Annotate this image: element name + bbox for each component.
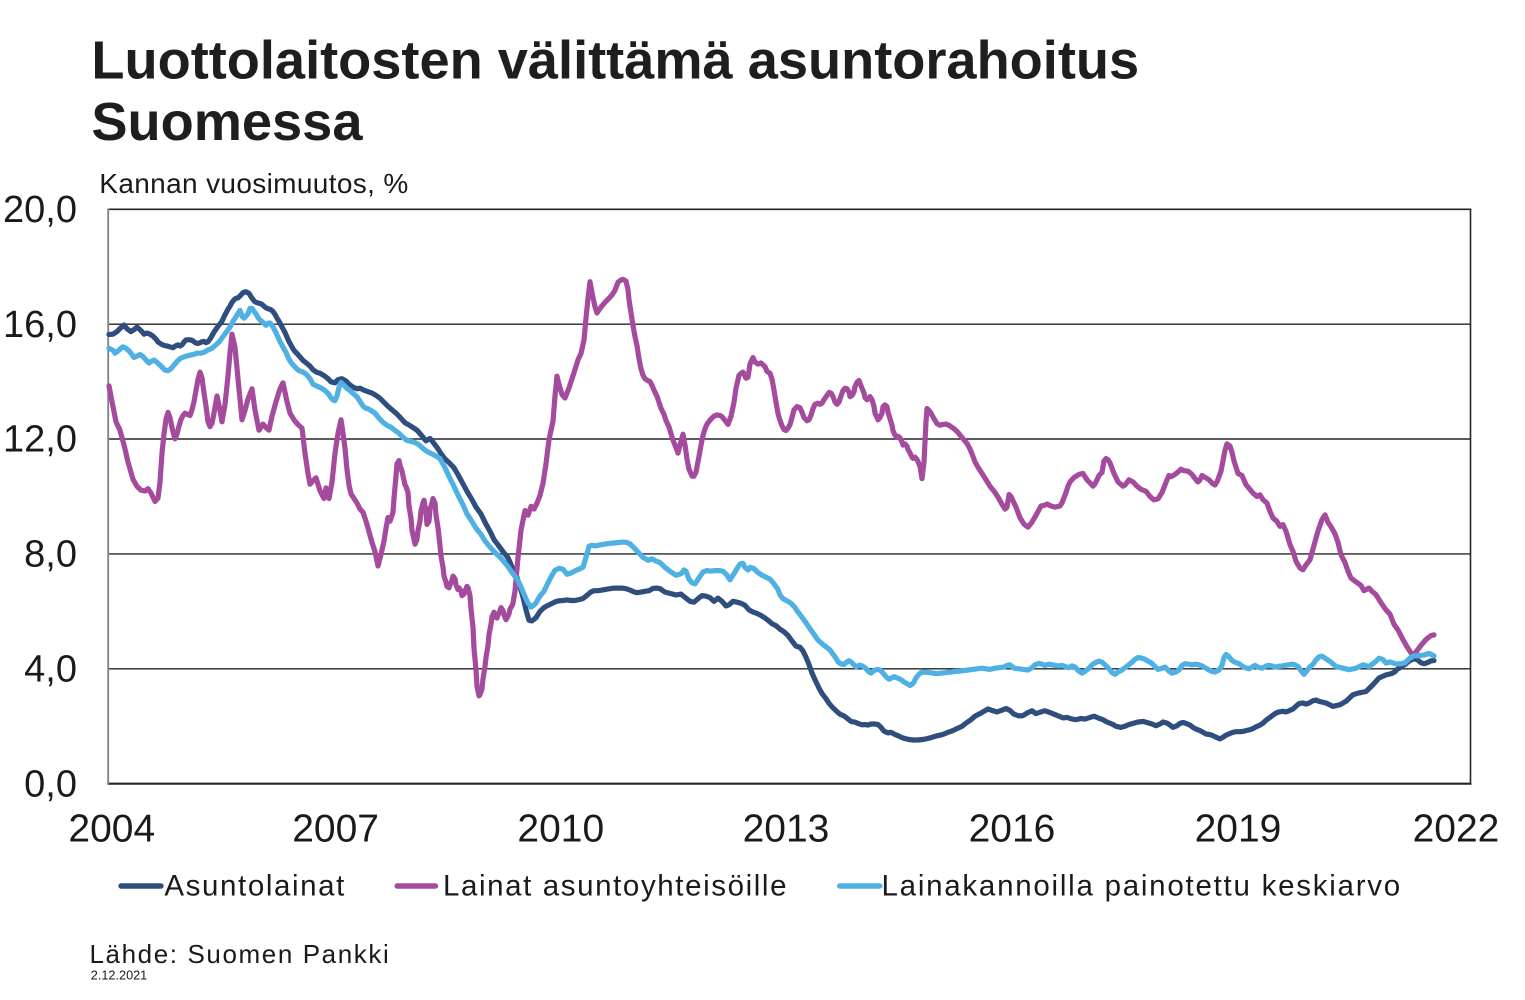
- svg-text:8,0: 8,0: [24, 534, 77, 576]
- svg-text:20,0: 20,0: [3, 189, 77, 231]
- svg-text:Lainakannoilla painotettu kesk: Lainakannoilla painotettu keskiarvo: [882, 870, 1402, 903]
- svg-text:2.12.2021: 2.12.2021: [91, 968, 147, 982]
- svg-text:Suomessa: Suomessa: [91, 92, 363, 152]
- svg-text:Kannan vuosimuutos, %: Kannan vuosimuutos, %: [99, 168, 408, 199]
- svg-text:2010: 2010: [517, 808, 604, 851]
- svg-text:2013: 2013: [743, 808, 830, 851]
- svg-text:2007: 2007: [292, 808, 379, 851]
- svg-text:Asuntolainat: Asuntolainat: [164, 870, 346, 903]
- svg-text:Lähde: Suomen Pankki: Lähde: Suomen Pankki: [90, 939, 391, 969]
- svg-text:2022: 2022: [1413, 808, 1500, 851]
- svg-text:Lainat asuntoyhteisöille: Lainat asuntoyhteisöille: [443, 870, 788, 903]
- svg-text:Luottolaitosten välittämä asun: Luottolaitosten välittämä asuntorahoitus: [91, 31, 1139, 91]
- svg-text:16,0: 16,0: [3, 304, 77, 346]
- svg-text:2016: 2016: [969, 808, 1056, 851]
- svg-text:2019: 2019: [1195, 808, 1282, 851]
- svg-text:4,0: 4,0: [24, 648, 77, 690]
- svg-text:0,0: 0,0: [24, 763, 77, 805]
- svg-text:12,0: 12,0: [3, 419, 77, 461]
- svg-text:2004: 2004: [68, 808, 155, 851]
